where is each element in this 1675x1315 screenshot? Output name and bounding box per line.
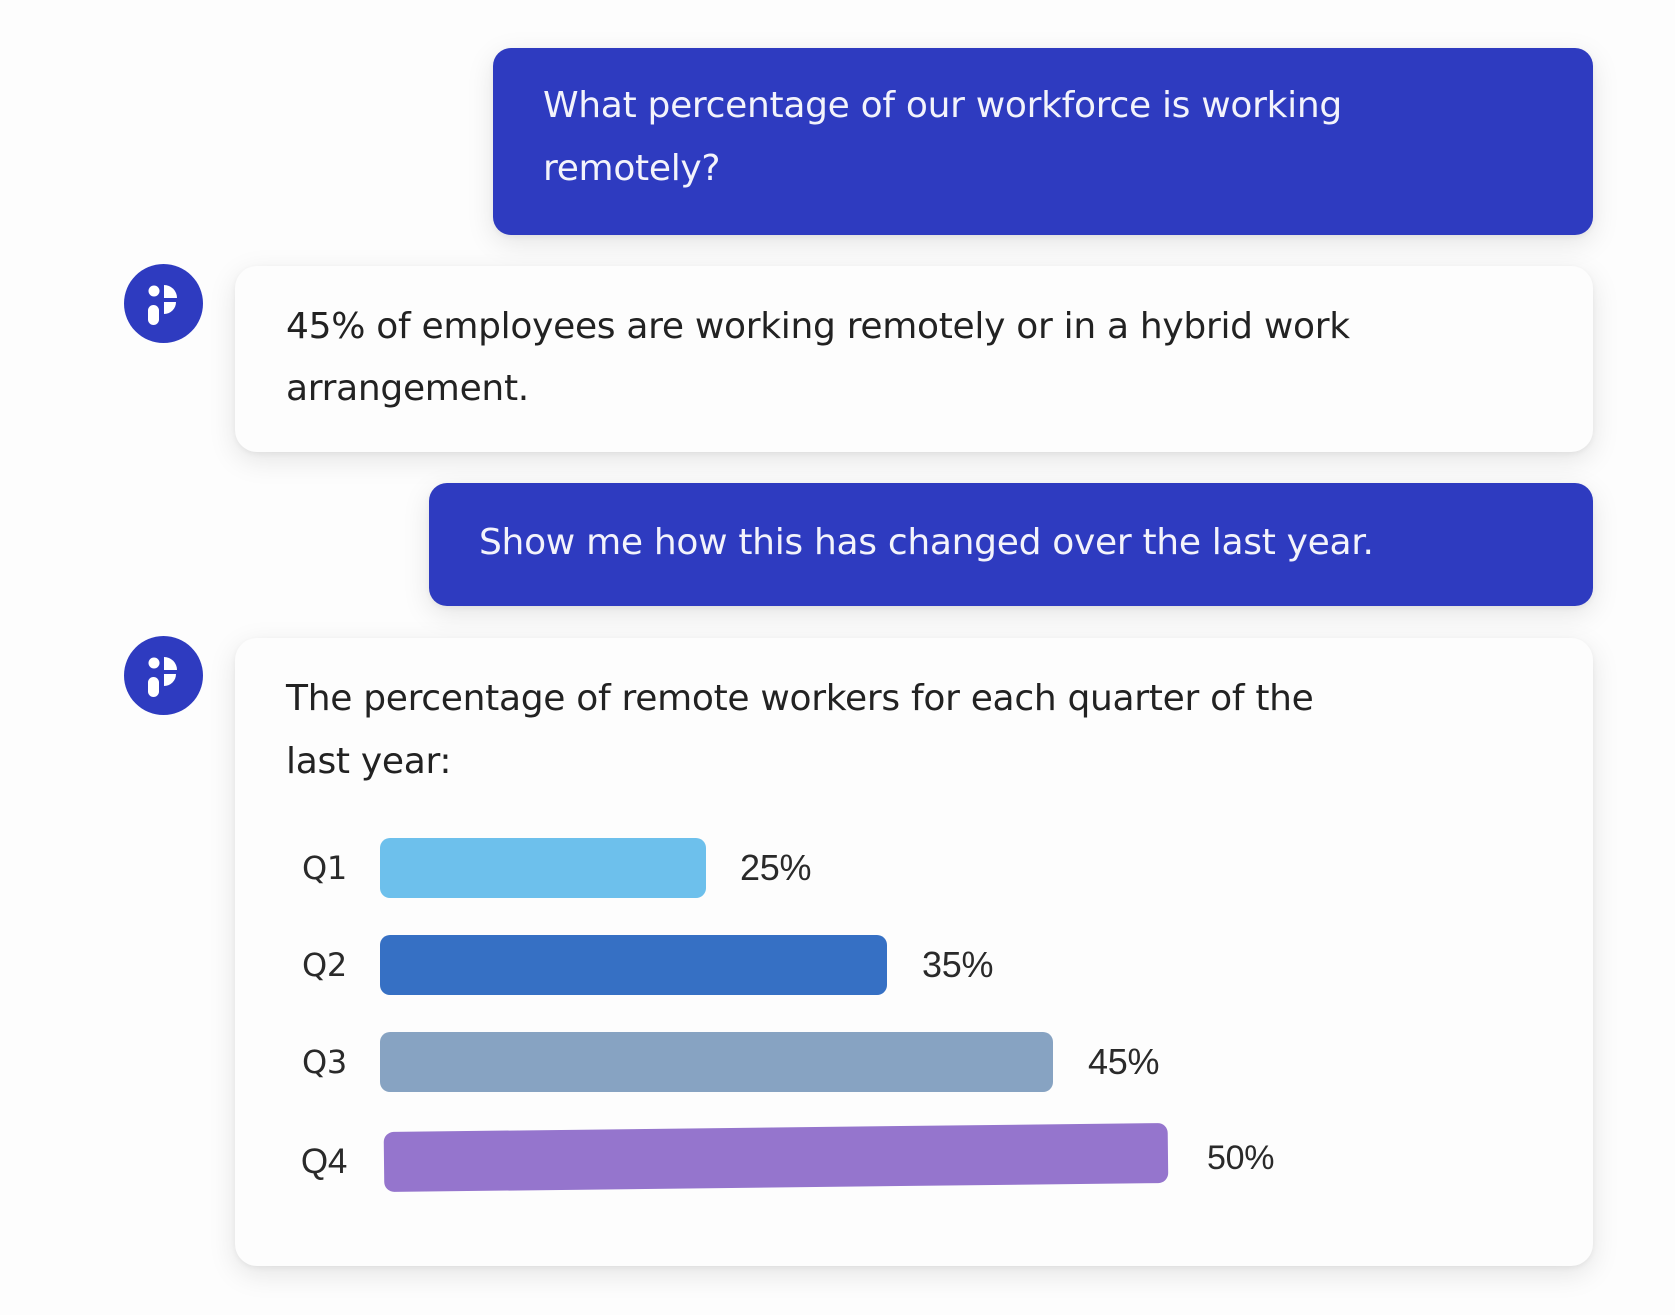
bar-label-q2: Q2 <box>302 946 347 984</box>
bar-label-q3: Q3 <box>302 1043 347 1081</box>
assistant-logo-icon <box>148 285 177 325</box>
assistant-message-line: The percentage of remote workers for eac… <box>286 678 1314 719</box>
bar-value-q3: 45% <box>1088 1041 1160 1082</box>
bar-value-q4: 50% <box>1207 1139 1275 1177</box>
assistant-message-line: last year: <box>286 741 452 782</box>
bar-q2 <box>380 935 887 995</box>
bar-label-q4: Q4 <box>300 1142 347 1181</box>
user-message-bubble: What percentage of our workforce is work… <box>493 48 1593 235</box>
user-message-line: What percentage of our workforce is work… <box>543 85 1342 126</box>
bar-q3 <box>380 1032 1053 1092</box>
user-message-line: remotely? <box>543 148 721 189</box>
assistant-chart-message-bubble: The percentage of remote workers for eac… <box>235 638 1593 1266</box>
user-message-bubble: Show me how this has changed over the la… <box>429 483 1593 606</box>
assistant-message-line: 45% of employees are working remotely or… <box>286 306 1350 347</box>
user-message-line: Show me how this has changed over the la… <box>479 522 1374 563</box>
assistant-avatar <box>124 636 203 715</box>
bar-value-q2: 35% <box>922 944 994 985</box>
bar-q1 <box>380 838 706 898</box>
bar-label-q1: Q1 <box>302 849 347 887</box>
assistant-avatar <box>124 264 203 343</box>
assistant-message-line: arrangement. <box>286 368 529 409</box>
assistant-message-bubble: 45% of employees are working remotely or… <box>235 266 1593 452</box>
assistant-logo-icon <box>148 657 177 697</box>
bar-q4 <box>383 1122 1169 1192</box>
bar-value-q1: 25% <box>740 847 812 888</box>
